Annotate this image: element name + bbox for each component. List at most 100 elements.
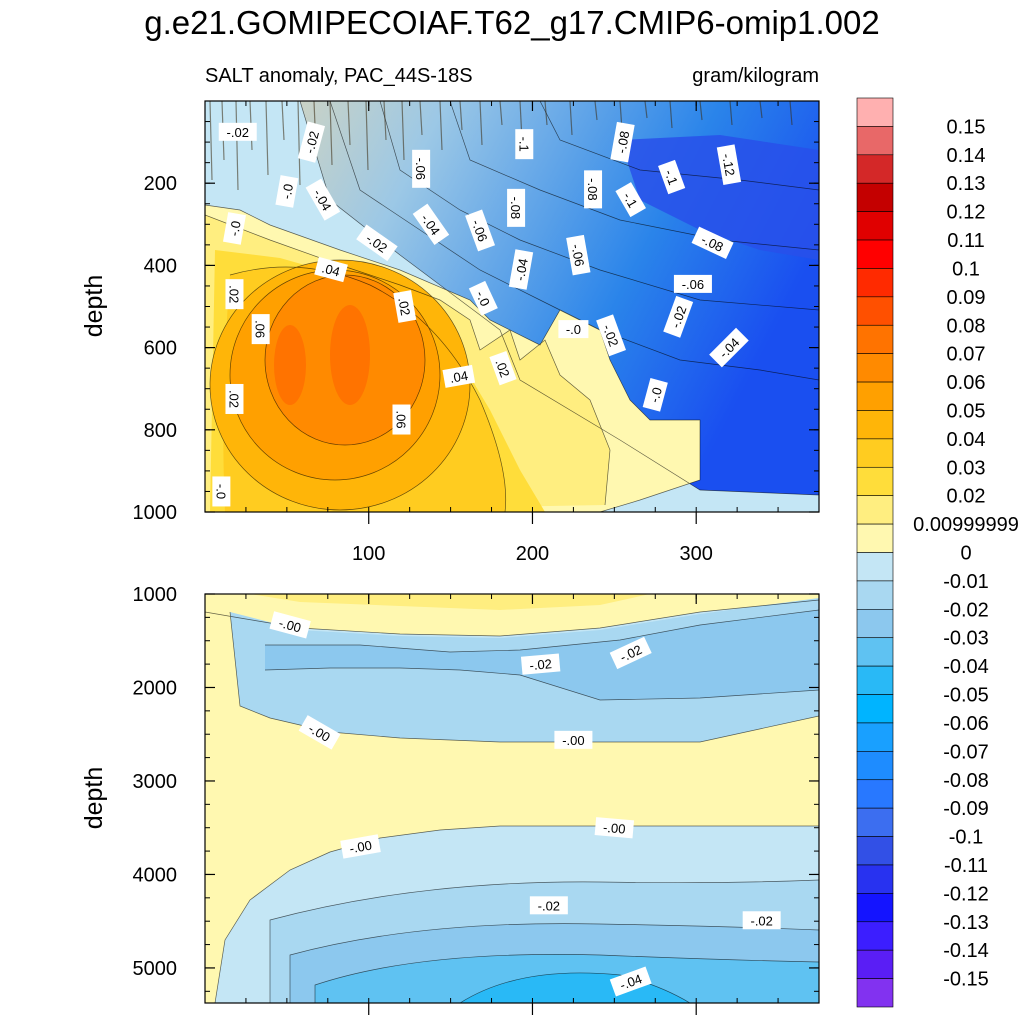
y-tick-label: 4000	[133, 864, 178, 886]
contour-label: -.02	[742, 911, 781, 930]
contour-label-bg	[558, 320, 589, 339]
contour-label-bg	[251, 314, 270, 345]
contour-label-text: -.04	[512, 257, 531, 282]
contour-label: -.06	[566, 234, 591, 276]
contour-label-text: -.0	[647, 386, 665, 405]
contour-label: .02	[393, 290, 417, 323]
contour-label-bg	[392, 404, 411, 435]
contour-label-bg	[269, 611, 311, 639]
y-tick-label: 600	[144, 338, 177, 360]
contour-label-text: .02	[226, 390, 241, 408]
upper-positive-008a	[274, 325, 306, 405]
contour-label-bg	[225, 279, 244, 310]
contour-label: .06	[392, 404, 411, 435]
lower-top-positive-2	[250, 594, 650, 610]
colorbar-swatch	[856, 779, 894, 809]
colorbar-swatch	[856, 211, 894, 241]
contour-label-bg	[554, 730, 593, 749]
colorbar-label: -0.12	[943, 883, 989, 905]
contour-label: -.02	[663, 295, 694, 338]
colorbar-swatch	[856, 523, 894, 553]
colorbar-label: -0.04	[943, 656, 989, 678]
colorbar-swatch	[856, 324, 894, 354]
contour-label-text: .06	[253, 320, 268, 338]
colorbar-label: -0.11	[944, 855, 988, 877]
contour-label: -.00	[594, 817, 635, 839]
colorbar-label: 0.04	[947, 429, 986, 451]
contour-label: .06	[251, 314, 270, 345]
contour-label-text: .02	[492, 357, 512, 379]
colorbar-label: 0.05	[947, 400, 986, 422]
contour-label-bg	[508, 249, 534, 290]
colorbar-swatch	[856, 751, 894, 781]
colorbar: 0.15 0.14 0.13 0.12 0.11 0.1 0.09 0.08 0.07 0.06 0…	[856, 97, 1019, 1008]
contour-label-bg	[393, 290, 417, 323]
contour-label: -.0	[642, 378, 668, 412]
colorbar-label: 0.15	[947, 116, 986, 138]
x-tick-label: 300	[680, 543, 713, 565]
contour-label: -.08	[610, 121, 635, 163]
upper-axis-ticks: 200 400 600 800 1000 100 200 300	[133, 100, 819, 565]
colorbar-swatch	[856, 126, 894, 156]
contour-label-bg	[584, 170, 603, 209]
colorbar-label: -0.15	[943, 969, 989, 991]
contour-label-text: -.06	[469, 218, 491, 244]
contour-label: .04	[314, 256, 348, 283]
colorbar-label: -0.14	[943, 940, 989, 962]
contour-label-bg	[356, 224, 398, 262]
colorbar-swatch	[856, 97, 894, 127]
contour-label-text: -.06	[682, 277, 704, 292]
colorbar-swatch	[856, 921, 894, 951]
contour-label-text: -.06	[568, 243, 587, 268]
colorbar-swatch	[856, 381, 894, 411]
contour-label-bg	[297, 121, 326, 163]
contour-label-bg	[468, 280, 498, 316]
contour-label-bg	[596, 314, 627, 357]
colorbar-label: 0.07	[947, 344, 986, 366]
contour-label: -.12	[716, 144, 742, 185]
y-tick-label: 1000	[133, 502, 178, 524]
lower-panel: -.00-.02-.02-.00 -.00-.00-.00-.02-.02-.04…	[80, 584, 820, 1015]
subtitle-right: gram/kilogram	[692, 65, 819, 87]
contour-label: -.04	[609, 966, 652, 997]
colorbar-label: -0.03	[943, 628, 989, 650]
colorbar-swatch	[856, 438, 894, 468]
upper-positive-008b	[330, 305, 370, 405]
upper-y-axis-label: depth	[80, 275, 108, 338]
contour-label-bg	[658, 159, 686, 195]
colorbar-swatch	[856, 893, 894, 923]
colorbar-swatch	[856, 807, 894, 837]
contour-label-text: .04	[320, 260, 341, 279]
contour-label: -.0	[468, 280, 498, 316]
subtitle-left: SALT anomaly, PAC_44S-18S	[205, 65, 473, 87]
colorbar-swatch	[856, 495, 894, 525]
contour-label-text: -.00	[348, 838, 373, 857]
contour-label-text: -.08	[614, 130, 633, 155]
contour-label: -.0	[275, 175, 299, 208]
colorbar-label: 0.08	[947, 315, 986, 337]
contour-label: -.02	[520, 653, 561, 675]
contour-label: -.02	[609, 636, 652, 670]
colorbar-label: -0.05	[943, 685, 989, 707]
contour-label-bg	[716, 144, 742, 185]
lower-y-axis-label: depth	[80, 767, 108, 830]
contour-label: -.00	[554, 730, 593, 749]
colorbar-label: 0.02	[947, 486, 986, 508]
colorbar-label: 0.09	[947, 287, 986, 309]
contour-label: .04	[442, 364, 476, 388]
contour-label-text: -.0	[566, 322, 581, 337]
contour-label-text: -.08	[508, 197, 523, 219]
contour-label-bg	[218, 122, 257, 141]
colorbar-label: -0.1	[949, 827, 983, 849]
contour-label: -.1	[615, 182, 647, 218]
contour-label-bg	[566, 234, 591, 276]
colorbar-label: -0.08	[943, 770, 989, 792]
contour-label-bg	[507, 188, 526, 227]
contour-label: .02	[489, 350, 517, 386]
colorbar-label: 0.00999999	[913, 514, 1019, 536]
contour-label-text: -.02	[529, 656, 553, 673]
contour-label-bg	[223, 212, 246, 245]
y-tick-label: 200	[144, 173, 177, 195]
contour-label-text: -.02	[302, 129, 322, 155]
colorbar-swatch	[856, 694, 894, 724]
